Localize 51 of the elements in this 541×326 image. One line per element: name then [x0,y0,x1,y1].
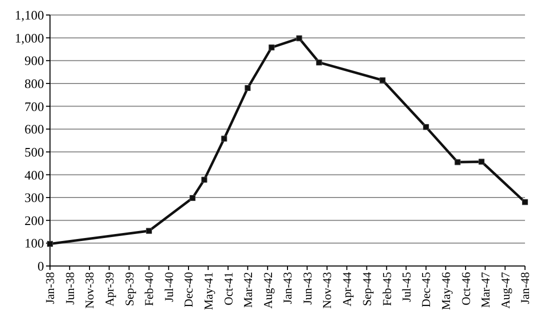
point [201,176,208,183]
y-tick-label: 600 [24,122,44,137]
x-tick-label: Aug-42 [260,272,275,309]
x-tick-label: Jun-43 [300,272,314,305]
point [423,124,430,130]
x-tick-label: Dec-40 [182,272,196,308]
point [522,199,528,206]
x-tick-label: Sep-44 [360,272,374,306]
x-tick-label: May-46 [438,272,453,310]
x-tick-label: Jan-48 [518,272,532,304]
y-tick-label: 500 [24,144,44,160]
x-tick-label: Dec-45 [419,272,434,308]
point [316,59,322,66]
point [244,85,251,92]
x-tick-label: Nov-38 [82,272,97,309]
x-tick-label: Jul-45 [399,272,414,302]
y-tick-label: 800 [24,76,44,92]
y-tick-label: 1,100 [14,8,44,23]
x-tick-label: Oct-46 [458,272,473,306]
y-tick-label: 300 [24,190,44,206]
point [190,195,196,201]
x-tick-label: Oct-41 [221,272,236,306]
point [296,35,302,42]
x-tick-label: Jan-43 [280,272,295,304]
y-tick-label: 1,000 [14,30,44,46]
point [454,159,461,166]
x-tick-label: Mar-42 [240,272,255,308]
x-tick-label: Mar-47 [478,272,492,308]
x-tick-label: Feb-45 [380,272,394,306]
x-tick-label: Apr-39 [102,272,116,306]
y-tick-label: 700 [24,98,44,114]
y-tick-label: 200 [24,212,44,228]
y-tick-label: 100 [24,236,44,251]
point [268,44,275,50]
x-tick-label: Nov-43 [320,272,334,309]
point [478,158,485,165]
x-tick-label: Aug-47 [498,272,512,309]
x-tick-label: Apr-44 [340,272,354,306]
y-tick-label: 0 [38,258,44,274]
y-tick-label: 900 [24,53,44,68]
x-tick-label: Jul-40 [162,272,176,302]
x-tick-label: Jun-38 [62,272,77,305]
y-tick-label: 400 [24,167,44,182]
x-tick-label: Feb-40 [142,272,156,306]
point [380,77,386,84]
x-tick-label: Jan-38 [43,272,58,304]
point [47,240,53,247]
point [146,228,152,234]
x-tick-label: May-41 [201,272,216,310]
x-tick-label: Sep-39 [122,272,136,306]
point [221,136,228,142]
